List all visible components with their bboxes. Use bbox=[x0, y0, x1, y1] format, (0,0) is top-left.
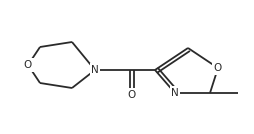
Text: O: O bbox=[24, 60, 32, 70]
Text: N: N bbox=[171, 88, 179, 98]
Text: O: O bbox=[214, 63, 222, 73]
Text: O: O bbox=[128, 90, 136, 100]
Text: N: N bbox=[91, 65, 99, 75]
